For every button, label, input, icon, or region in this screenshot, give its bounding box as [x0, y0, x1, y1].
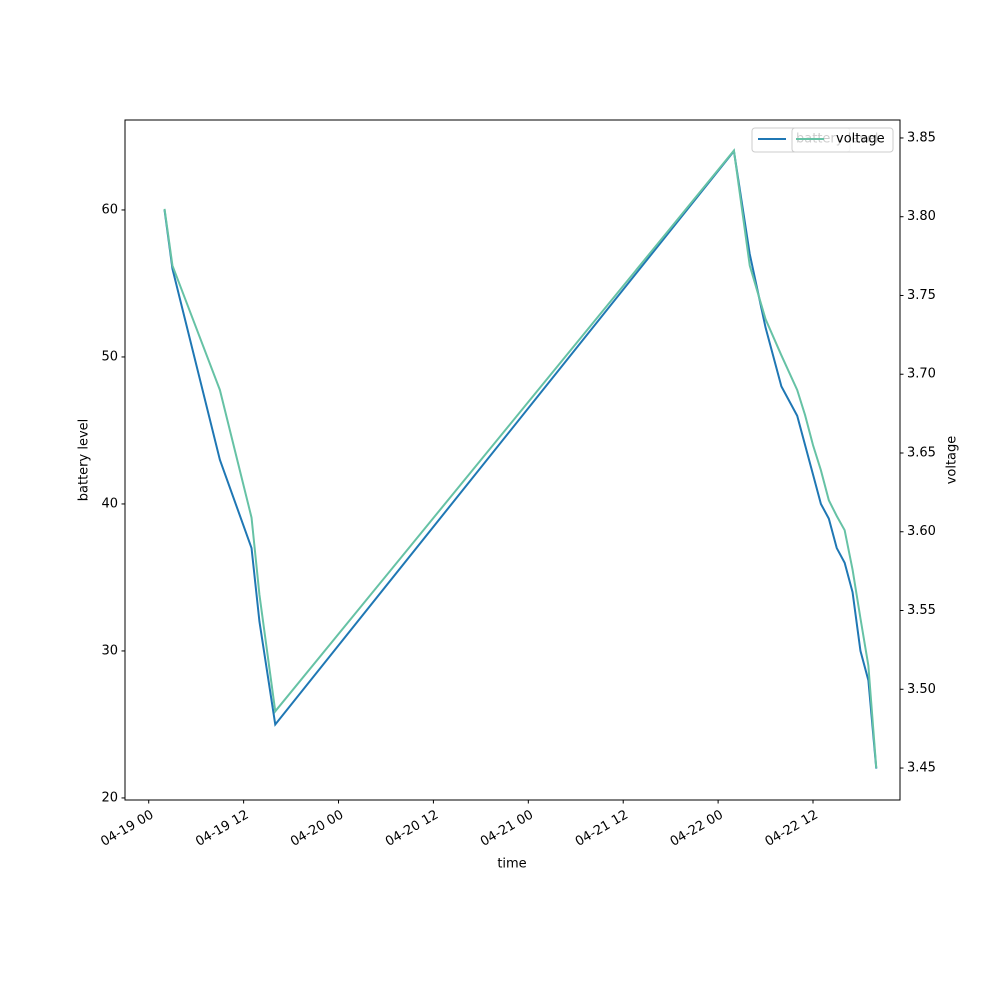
x-tick-label: 04-22 12 [763, 808, 821, 850]
y2-axis-label: voltage [945, 436, 960, 485]
y-tick-label: 30 [101, 643, 118, 658]
legend-label: voltage [836, 132, 885, 147]
y2-tick-label: 3.75 [907, 288, 936, 303]
y2-tick-label: 3.45 [907, 761, 936, 776]
y2-tick-label: 3.80 [907, 209, 936, 224]
y-tick-label: 50 [101, 349, 118, 364]
y2-tick-label: 3.55 [907, 603, 936, 618]
x-tick-label: 04-22 00 [668, 808, 726, 850]
y2-tick-label: 3.85 [907, 130, 936, 145]
x-tick-label: 04-21 00 [478, 808, 536, 850]
y2-tick-label: 3.70 [907, 367, 936, 382]
series-line [163, 148, 878, 769]
x-tick-label: 04-20 12 [383, 808, 441, 850]
y2-tick-label: 3.50 [907, 682, 936, 697]
plot-frame [124, 119, 901, 801]
y2-tick-label: 3.60 [907, 524, 936, 539]
y-tick-label: 20 [101, 790, 118, 805]
x-tick-label: 04-19 12 [193, 808, 251, 850]
x-tick-label: 04-21 12 [573, 808, 631, 850]
x-axis-label: time [497, 857, 526, 872]
x-tick-label: 04-20 00 [288, 808, 346, 850]
x-tick-label: 04-19 00 [98, 808, 156, 850]
y-tick-label: 40 [101, 496, 118, 511]
y2-tick-label: 3.65 [907, 445, 936, 460]
legend-box [791, 127, 894, 153]
y-tick-label: 60 [101, 202, 118, 217]
y-axis-label: battery level [77, 419, 92, 502]
series-line [163, 148, 878, 769]
